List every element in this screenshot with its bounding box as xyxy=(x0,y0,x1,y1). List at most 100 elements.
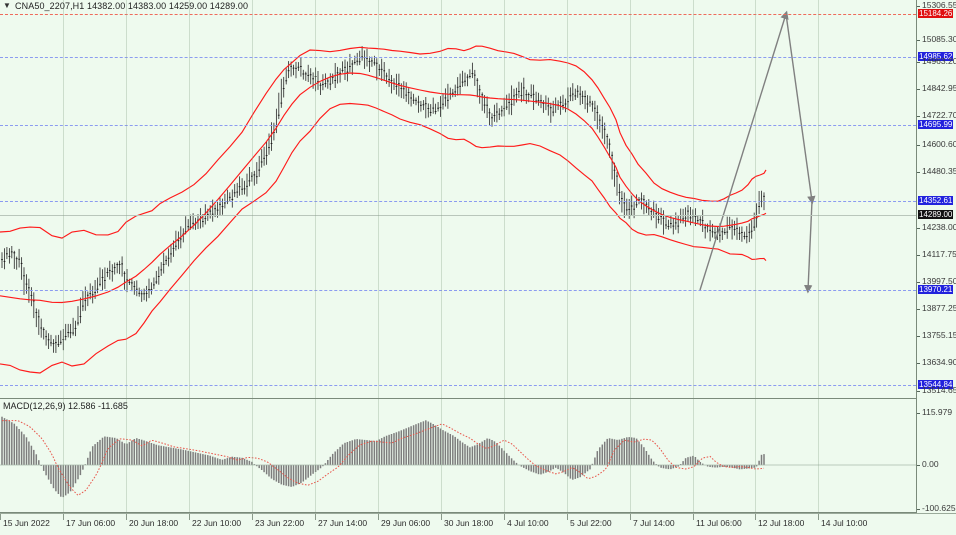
price-tick-13544.84: 13544.84 xyxy=(917,380,956,389)
vertical-gridline xyxy=(378,399,379,512)
caret-down-icon[interactable]: ▼ xyxy=(3,1,12,10)
tick-mark xyxy=(917,89,920,90)
envelope-upper xyxy=(0,45,767,239)
price-tick-13755.15: 13755.15 xyxy=(917,330,956,340)
price-tick-label[interactable]: 13970.21 xyxy=(918,285,954,294)
price-tick-label: 14963.20 xyxy=(922,56,956,66)
time-tick-mark xyxy=(630,514,631,520)
tick-mark xyxy=(917,116,920,117)
time-axis-label: 20 Jun 18:00 xyxy=(129,518,179,528)
macd-tick-label: -100.625 xyxy=(922,503,956,513)
tick-mark xyxy=(917,465,920,466)
vertical-gridline xyxy=(630,399,631,512)
level-line-15184.26[interactable] xyxy=(0,14,916,15)
tick-mark xyxy=(917,413,920,414)
price-tick-14352.61: 14352.61 xyxy=(917,196,956,205)
time-axis-label: 22 Jun 10:00 xyxy=(192,518,242,528)
price-tick-label[interactable]: 14289.00 xyxy=(918,210,954,219)
level-line-14985.62[interactable] xyxy=(0,57,916,58)
price-tick-14289.00: 14289.00 xyxy=(917,210,956,219)
price-tick-label: 13877.25 xyxy=(922,303,956,313)
price-tick-label[interactable]: 14695.99 xyxy=(918,120,954,129)
vertical-gridline xyxy=(755,0,756,398)
time-axis-label: 30 Jun 18:00 xyxy=(444,518,494,528)
price-axis[interactable]: 15306.55 15184.26 15085.30 14985.62 14963.20… xyxy=(916,0,956,399)
time-axis-label: 7 Jul 14:00 xyxy=(633,518,675,528)
time-tick-mark xyxy=(504,514,505,520)
macd-label: MACD(12,26,9) 12.586 -11.685 xyxy=(3,401,128,411)
vertical-gridline xyxy=(63,399,64,512)
vertical-gridline xyxy=(378,0,379,398)
time-axis-label: 14 Jul 10:00 xyxy=(821,518,868,528)
macd-axis[interactable]: 115.979 0.00 -100.625 xyxy=(916,399,956,513)
price-tick-13877.25: 13877.25 xyxy=(917,303,956,313)
vertical-gridline xyxy=(630,0,631,398)
price-series-svg xyxy=(0,10,816,374)
time-axis-label: 29 Jun 06:00 xyxy=(381,518,431,528)
tick-mark xyxy=(917,336,920,337)
price-tick-13970.21: 13970.21 xyxy=(917,285,956,294)
time-axis-label: 17 Jun 06:00 xyxy=(66,518,116,528)
macd-signal-line xyxy=(2,420,765,496)
price-chart-panel[interactable] xyxy=(0,0,956,399)
macd-series-svg xyxy=(0,416,916,498)
macd-tick-115.979: 115.979 xyxy=(917,407,956,417)
tick-mark xyxy=(917,145,920,146)
price-tick-14963.20: 14963.20 xyxy=(917,56,956,66)
tick-mark xyxy=(917,62,920,63)
tick-mark xyxy=(917,40,920,41)
price-plot-area[interactable] xyxy=(0,0,916,398)
tick-mark xyxy=(917,228,920,229)
level-line-14289.00[interactable] xyxy=(0,215,916,216)
time-tick-mark xyxy=(567,514,568,520)
time-tick-mark xyxy=(441,514,442,520)
price-tick-label[interactable]: 13544.84 xyxy=(918,380,954,389)
price-tick-15184.26: 15184.26 xyxy=(917,9,956,18)
envelope-middle xyxy=(0,72,767,304)
chart-title-text: CNA50_2207,H1 14382.00 14383.00 14259.00… xyxy=(15,1,249,11)
macd-panel[interactable] xyxy=(0,399,956,513)
price-tick-label: 14842.95 xyxy=(922,83,956,93)
vertical-gridline xyxy=(315,399,316,512)
macd-tick-label: 0.00 xyxy=(922,459,939,469)
tick-mark xyxy=(917,255,920,256)
time-tick-mark xyxy=(378,514,379,520)
price-tick-label: 14238.00 xyxy=(922,222,956,232)
price-tick-13997.50: 13997.50 xyxy=(917,276,956,286)
tick-mark xyxy=(917,6,920,7)
tick-mark xyxy=(917,363,920,364)
vertical-gridline xyxy=(252,0,253,398)
macd-plot-area[interactable] xyxy=(0,399,916,512)
time-axis-label: 27 Jun 14:00 xyxy=(318,518,368,528)
envelope-bands xyxy=(0,45,767,374)
price-tick-13634.90: 13634.90 xyxy=(917,357,956,367)
price-tick-label[interactable]: 15184.26 xyxy=(918,9,954,18)
time-tick-mark xyxy=(252,514,253,520)
price-tick-14117.75: 14117.75 xyxy=(917,249,956,259)
time-tick-mark xyxy=(126,514,127,520)
level-line-13544.84[interactable] xyxy=(0,385,916,386)
macd-tick--100.625: -100.625 xyxy=(917,503,956,513)
level-line-14352.61[interactable] xyxy=(0,201,916,202)
price-tick-label: 13634.90 xyxy=(922,357,956,367)
time-axis-label: 11 Jul 06:00 xyxy=(696,518,742,528)
price-tick-label[interactable]: 14985.62 xyxy=(918,52,954,61)
price-tick-14842.95: 14842.95 xyxy=(917,83,956,93)
vertical-gridline xyxy=(189,0,190,398)
time-tick-mark xyxy=(0,514,1,520)
time-axis-label: 23 Jun 22:00 xyxy=(255,518,305,528)
vertical-gridline xyxy=(252,399,253,512)
price-tick-14985.62: 14985.62 xyxy=(917,52,956,61)
candlestick-series xyxy=(1,46,765,353)
time-axis[interactable]: 15 Jun 2022 17 Jun 06:00 20 Jun 18:00 22 Ju… xyxy=(0,513,956,535)
time-tick-mark xyxy=(189,514,190,520)
time-tick-mark xyxy=(818,514,819,520)
level-line-13970.21[interactable] xyxy=(0,290,916,291)
level-line-14695.99[interactable] xyxy=(0,125,916,126)
vertical-gridline xyxy=(126,0,127,398)
tick-mark xyxy=(917,309,920,310)
price-tick-label[interactable]: 14352.61 xyxy=(918,196,954,205)
time-tick-mark xyxy=(693,514,694,520)
price-tick-label: 15085.30 xyxy=(922,34,956,44)
